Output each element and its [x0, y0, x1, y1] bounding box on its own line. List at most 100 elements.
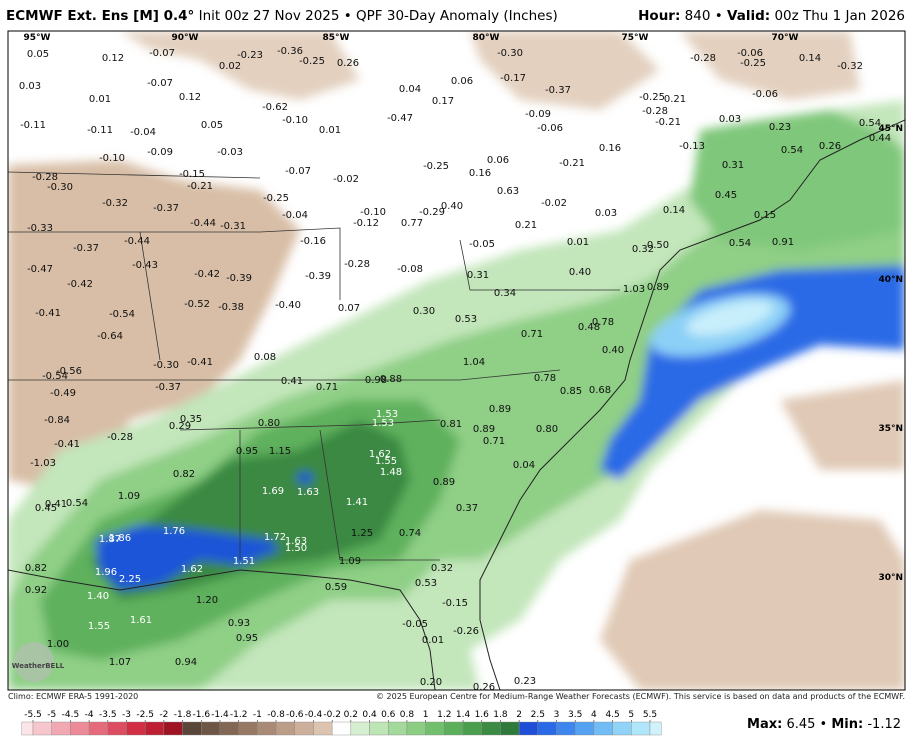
value-label: 1.25: [351, 528, 373, 539]
colorbar-tick-label: 0.2: [344, 710, 358, 720]
value-label: 0.40: [441, 201, 463, 212]
value-label: 0.78: [534, 373, 556, 384]
value-label: 0.01: [89, 94, 111, 105]
value-label: 0.08: [254, 352, 276, 363]
colorbar-tick-label: 2.5: [531, 710, 545, 720]
value-label: 1.48: [380, 467, 402, 478]
colorbar-swatch: [182, 721, 202, 736]
value-label: 1.87: [99, 534, 121, 545]
value-label: -0.21: [187, 181, 213, 192]
value-label: -0.32: [837, 61, 863, 72]
colorbar: -5.5 -5 -4.5 -4 -3.5 -3 -2.5 -2 -1.8 -1.6 -1.4 -1.2…: [21, 710, 662, 736]
colorbar-tick-label: -1.8: [174, 710, 192, 720]
value-label: 1.15: [269, 446, 291, 457]
value-label: 1.61: [130, 615, 152, 626]
valid-label: Valid:: [727, 8, 771, 24]
longitude-label: 85°W: [323, 33, 350, 43]
colorbar-tick-label: -5.5: [24, 710, 42, 720]
colorbar-swatch: [107, 721, 127, 736]
colorbar-tick-label: 0.4: [362, 710, 377, 720]
value-label: -0.62: [262, 102, 288, 113]
value-label: 1.00: [47, 639, 69, 650]
value-label: 0.12: [102, 53, 124, 64]
colorbar-tick-label: -3.5: [99, 710, 117, 720]
value-label: 0.30: [413, 306, 435, 317]
colorbar-tick-label: -0.4: [305, 710, 323, 720]
value-label: -0.54: [109, 309, 135, 320]
value-label: 1.53: [372, 418, 394, 429]
value-label: -0.25: [423, 161, 449, 172]
min: -1.12: [867, 717, 901, 732]
value-label: 0.54: [781, 145, 803, 156]
value-label: 1.96: [95, 567, 117, 578]
value-label: 0.40: [569, 267, 591, 278]
value-label: -0.21: [559, 158, 585, 169]
value-label: 0.26: [819, 141, 841, 152]
value-label: 0.80: [536, 424, 558, 435]
value-label: 0.32: [632, 244, 654, 255]
longitude-label: 80°W: [473, 33, 500, 43]
colorbar-swatch: [388, 721, 408, 736]
value-label: -0.37: [155, 382, 181, 393]
hour-label: Hour:: [638, 8, 681, 24]
value-label: 0.05: [201, 120, 223, 131]
colorbar-tick-label: -0.6: [286, 710, 304, 720]
colorbar-tick-label: 1.8: [493, 710, 508, 720]
value-label: 0.54: [859, 118, 881, 129]
colorbar-tick-label: 1.6: [475, 710, 490, 720]
value-label: -0.10: [99, 153, 125, 164]
value-label: 0.21: [515, 220, 537, 231]
latitude-label: 40°N: [878, 275, 903, 285]
value-label: 0.89: [473, 424, 495, 435]
value-label: -0.07: [147, 78, 173, 89]
value-label: -0.07: [149, 48, 175, 59]
colorbar-swatch: [612, 721, 632, 736]
value-label: 0.15: [754, 210, 776, 221]
value-label: 0.16: [599, 143, 621, 154]
value-label: -0.39: [226, 273, 252, 284]
colorbar-tick-label: -2: [159, 710, 168, 720]
value-label: 0.14: [799, 53, 821, 64]
value-label: -0.49: [50, 388, 76, 399]
value-label: 0.89: [433, 477, 455, 488]
value-label: -0.41: [54, 439, 80, 450]
value-label: 0.45: [35, 503, 57, 514]
value-label: 0.53: [455, 314, 477, 325]
colorbar-swatch: [275, 721, 295, 736]
value-label: -0.13: [679, 141, 705, 152]
value-label: 0.35: [180, 414, 202, 425]
value-label: 0.59: [325, 582, 347, 593]
value-label: -0.52: [184, 299, 210, 310]
value-label: -0.30: [153, 360, 179, 371]
value-label: -0.42: [194, 269, 220, 280]
value-label: 0.14: [663, 205, 685, 216]
colorbar-swatch: [537, 721, 557, 736]
colorbar-swatch: [481, 721, 501, 736]
value-label: 0.16: [469, 168, 491, 179]
value-label: -0.28: [344, 259, 370, 270]
value-label: -0.84: [44, 415, 70, 426]
value-label: 0.54: [66, 498, 88, 509]
colorbar-tick-label: 0.8: [400, 710, 415, 720]
value-label: 1.76: [163, 526, 185, 537]
value-label: -0.26: [453, 626, 479, 637]
value-label: -0.04: [130, 127, 156, 138]
value-label: -0.05: [402, 619, 428, 630]
value-label: 0.26: [337, 58, 359, 69]
value-label: -0.21: [655, 117, 681, 128]
value-label: 0.29: [169, 421, 191, 432]
value-label: -0.54: [42, 371, 68, 382]
value-label: -0.32: [102, 198, 128, 209]
value-label: 0.63: [497, 186, 519, 197]
colorbar-swatch: [51, 721, 71, 736]
value-label: -0.06: [737, 48, 763, 59]
latitude-label: 35°N: [878, 424, 903, 434]
colorbar-swatch: [70, 721, 90, 736]
value-label: 0.89: [647, 282, 669, 293]
value-label: 0.37: [456, 503, 478, 514]
value-label: 0.93: [228, 618, 250, 629]
value-label: -0.16: [300, 236, 326, 247]
colorbar-tick-label: 4: [591, 710, 597, 720]
